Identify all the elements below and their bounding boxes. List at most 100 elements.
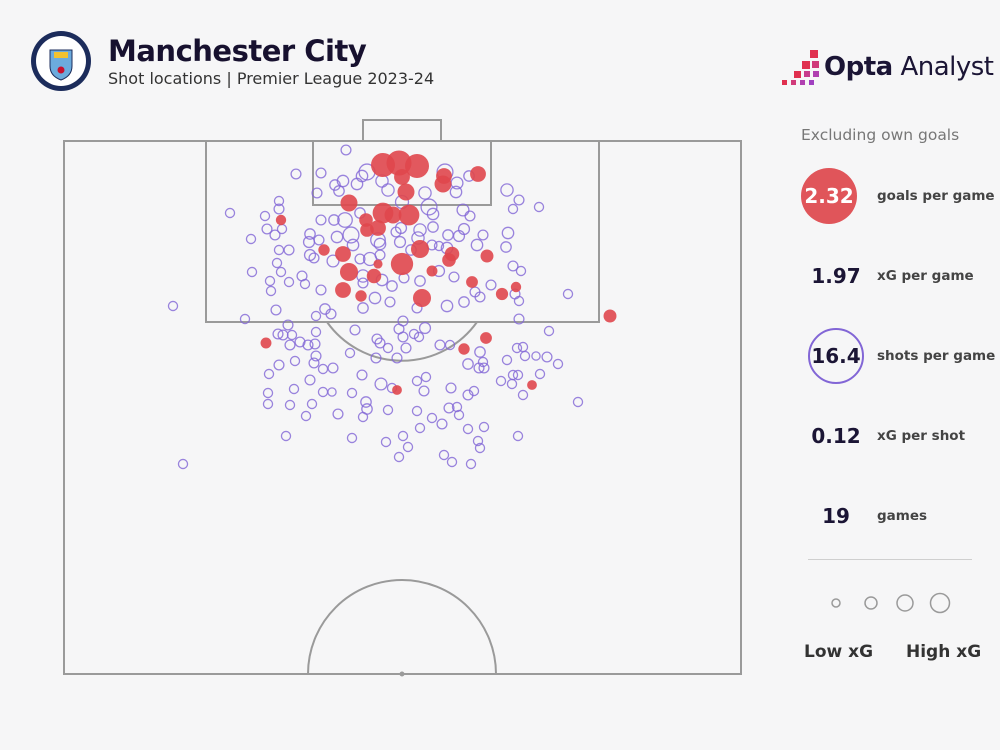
stat-label: goals per game bbox=[877, 188, 995, 204]
goal bbox=[362, 119, 442, 142]
shot-marker bbox=[355, 169, 369, 183]
goal-marker bbox=[412, 288, 432, 308]
shot-marker bbox=[284, 399, 296, 411]
shot-marker bbox=[313, 234, 325, 246]
shot-marker bbox=[478, 362, 490, 374]
shot-marker bbox=[468, 385, 480, 397]
shot-marker bbox=[418, 186, 432, 200]
stat-label: xG per shot bbox=[877, 428, 966, 444]
shot-marker bbox=[394, 221, 408, 235]
shot-marker bbox=[265, 285, 277, 297]
goal-marker bbox=[355, 290, 367, 302]
shot-marker bbox=[474, 346, 486, 358]
shot-marker bbox=[284, 339, 296, 351]
shot-marker bbox=[273, 203, 285, 215]
shot-marker bbox=[397, 430, 409, 442]
shot-marker bbox=[342, 226, 360, 244]
shot-marker bbox=[357, 302, 369, 314]
goal-marker bbox=[398, 204, 420, 226]
shot-marker bbox=[271, 257, 283, 269]
logo-bold-text: Opta bbox=[824, 52, 893, 82]
shot-marker bbox=[333, 185, 345, 197]
page-title: Manchester City bbox=[108, 34, 367, 68]
centre-spot bbox=[399, 671, 405, 677]
goal-marker bbox=[480, 332, 492, 344]
shot-marker bbox=[393, 451, 405, 463]
shot-marker bbox=[485, 279, 497, 291]
shot-marker bbox=[239, 313, 251, 325]
shot-marker bbox=[308, 357, 320, 369]
pitch bbox=[63, 119, 742, 677]
stat-label: xG per game bbox=[877, 268, 974, 284]
shot-marker bbox=[411, 375, 423, 387]
opta-analyst-wordmark: Opta Analyst bbox=[824, 52, 994, 82]
shot-marker bbox=[418, 321, 432, 335]
shot-marker bbox=[448, 271, 460, 283]
shot-marker bbox=[512, 430, 524, 442]
shot-marker bbox=[384, 296, 396, 308]
goal-marker bbox=[527, 380, 537, 390]
shot-marker bbox=[457, 222, 471, 236]
shot-marker bbox=[306, 398, 318, 410]
shot-marker bbox=[440, 299, 454, 313]
shot-marker bbox=[310, 326, 322, 338]
shot-marker bbox=[310, 310, 322, 322]
goal-marker bbox=[386, 150, 412, 176]
goal-marker bbox=[394, 169, 410, 185]
shot-marker bbox=[446, 456, 458, 468]
shot-marker bbox=[325, 308, 337, 320]
goal-marker bbox=[359, 213, 373, 227]
shot-marker bbox=[282, 319, 294, 331]
shot-marker bbox=[368, 291, 382, 305]
goal-marker bbox=[370, 220, 386, 236]
shot-marker bbox=[280, 430, 292, 442]
shot-marker bbox=[308, 252, 320, 264]
shot-marker bbox=[259, 210, 271, 222]
shot-marker bbox=[374, 337, 386, 349]
shot-marker bbox=[474, 442, 486, 454]
shot-marker bbox=[310, 350, 322, 362]
shot-marker bbox=[506, 378, 518, 390]
stat-value: 0.12 bbox=[811, 424, 861, 448]
shot-marker bbox=[328, 214, 340, 226]
shot-marker bbox=[478, 421, 490, 433]
shot-marker bbox=[517, 389, 529, 401]
shot-marker bbox=[513, 194, 525, 206]
shot-marker bbox=[326, 254, 340, 268]
goal-marker bbox=[318, 244, 330, 256]
goal-marker bbox=[404, 153, 430, 179]
shot-marker bbox=[402, 441, 414, 453]
shot-marker bbox=[261, 223, 273, 235]
goal-marker bbox=[260, 337, 272, 349]
shot-marker bbox=[541, 351, 553, 363]
goal-marker bbox=[466, 276, 478, 288]
shot-marker bbox=[289, 355, 301, 367]
shot-marker bbox=[451, 401, 463, 413]
shot-marker bbox=[288, 383, 300, 395]
penalty-arc bbox=[326, 321, 478, 362]
shot-marker bbox=[349, 324, 361, 336]
shot-marker bbox=[456, 203, 470, 217]
shot-marker bbox=[507, 260, 519, 272]
shot-marker bbox=[414, 275, 426, 287]
shot-marker bbox=[332, 408, 344, 420]
shot-marker bbox=[400, 342, 412, 354]
shot-marker bbox=[262, 398, 274, 410]
shot-marker bbox=[346, 432, 358, 444]
shot-marker bbox=[329, 179, 341, 191]
shot-marker bbox=[519, 350, 531, 362]
goal-marker bbox=[392, 385, 402, 395]
shot-marker bbox=[360, 396, 372, 408]
goal-marker bbox=[366, 268, 382, 284]
shot-marker bbox=[299, 278, 311, 290]
xg-size-legend bbox=[831, 592, 951, 614]
shot-marker bbox=[275, 266, 287, 278]
shot-marker bbox=[269, 229, 281, 241]
shot-marker bbox=[317, 386, 329, 398]
shot-marker bbox=[434, 339, 446, 351]
legend-size-3 bbox=[896, 594, 914, 612]
shot-marker bbox=[270, 304, 282, 316]
goal-marker bbox=[426, 265, 438, 277]
shot-marker bbox=[453, 409, 465, 421]
shot-marker bbox=[273, 244, 285, 256]
